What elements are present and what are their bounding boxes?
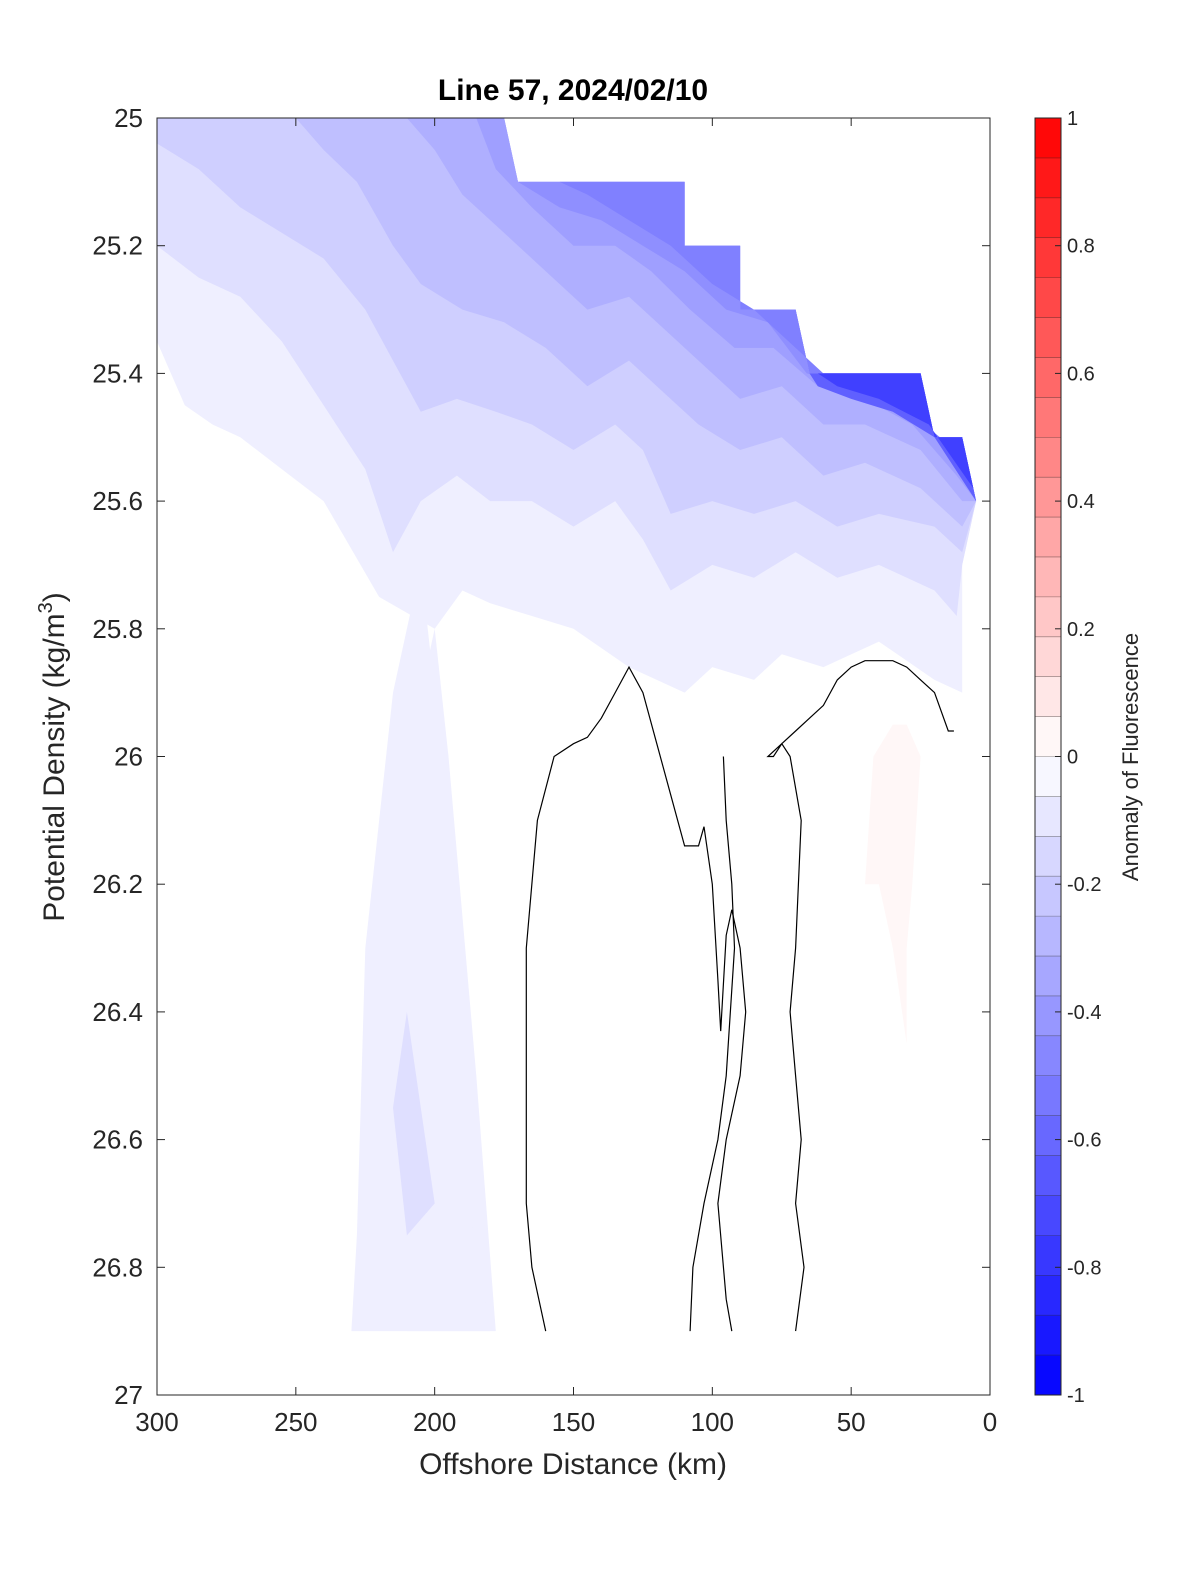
contour-region xyxy=(865,724,921,1044)
colorbar-tick-label: 0.6 xyxy=(1067,363,1095,385)
zero-contour-line xyxy=(689,756,736,1332)
colorbar-band xyxy=(1035,1355,1061,1396)
x-tick-label: 0 xyxy=(983,1407,997,1437)
colorbar-tick-label: -0.8 xyxy=(1067,1257,1101,1279)
colorbar-band xyxy=(1035,1315,1061,1356)
colorbar-tick-label: 0.4 xyxy=(1067,491,1095,513)
colorbar-band xyxy=(1035,1115,1061,1156)
x-axis: 300 250 200 150 100 50 0 xyxy=(135,118,997,1437)
colorbar-tick-label: -1 xyxy=(1067,1385,1085,1407)
plot-area xyxy=(156,117,991,1396)
colorbar-tick-label: -0.2 xyxy=(1067,874,1101,896)
colorbar-band xyxy=(1035,1235,1061,1276)
colorbar-tick-label: 0 xyxy=(1067,747,1078,769)
colorbar-band xyxy=(1035,716,1061,757)
colorbar-band xyxy=(1035,317,1061,358)
x-tick-label: 150 xyxy=(552,1407,595,1437)
y-axis: 25 25.2 25.4 25.6 25.8 26 26.2 26.4 26.6 26.8 27 xyxy=(92,103,990,1410)
y-tick-label: 25.8 xyxy=(92,614,143,644)
y-tick-label: 26.8 xyxy=(92,1252,143,1282)
colorbar-band xyxy=(1035,357,1061,398)
colorbar-band xyxy=(1035,1195,1061,1236)
colorbar-band xyxy=(1035,596,1061,638)
x-tick-label: 50 xyxy=(837,1407,866,1437)
colorbar-band xyxy=(1035,836,1061,877)
x-tick-label: 200 xyxy=(413,1407,456,1437)
colorbar-band xyxy=(1035,796,1061,837)
colorbar-band xyxy=(1035,517,1061,558)
colorbar-band xyxy=(1035,956,1061,997)
y-tick-label: 26.2 xyxy=(92,869,143,899)
colorbar-band xyxy=(1035,237,1061,279)
colorbar-band xyxy=(1035,397,1061,438)
x-tick-label: 300 xyxy=(135,1407,178,1437)
y-tick-label: 25.2 xyxy=(92,231,143,261)
y-tick-label: 25.4 xyxy=(92,358,143,388)
colorbar-band xyxy=(1035,995,1061,1037)
colorbar-band xyxy=(1035,1035,1061,1077)
y-axis-label-superscript: 3 xyxy=(35,602,57,613)
colorbar-band xyxy=(1035,197,1061,239)
colorbar-band xyxy=(1035,157,1061,199)
y-tick-label: 27 xyxy=(114,1380,143,1410)
colorbar: 1 0.8 0.6 0.4 0.2 0 -0.2 -0.4 -0.6 -0.8 -1 xyxy=(1034,108,1101,1407)
colorbar-band xyxy=(1035,437,1061,478)
colorbar-band xyxy=(1035,1155,1061,1196)
colorbar-ticks: 1 0.8 0.6 0.4 0.2 0 -0.2 -0.4 -0.6 -0.8 -1 xyxy=(1055,108,1101,1407)
zero-contour-line xyxy=(525,665,747,1332)
colorbar-band xyxy=(1035,916,1061,957)
colorbar-band xyxy=(1035,1075,1061,1117)
y-axis-label-main: Potential Density (kg/m xyxy=(38,613,71,921)
y-tick-label: 26 xyxy=(114,742,143,772)
y-tick-label: 26.6 xyxy=(92,1125,143,1155)
zero-contour-line xyxy=(766,660,954,1332)
colorbar-band xyxy=(1035,118,1061,159)
colorbar-band xyxy=(1035,876,1061,917)
contour-region xyxy=(295,118,977,527)
chart-title: Line 57, 2024/02/10 xyxy=(438,74,708,107)
colorbar-tick-label: -0.4 xyxy=(1067,1002,1101,1024)
y-tick-label: 25 xyxy=(114,103,143,133)
y-axis-label: Potential Density (kg/m3) xyxy=(35,592,71,922)
y-axis-label-end: ) xyxy=(38,592,71,602)
colorbar-band xyxy=(1035,676,1061,717)
colorbar-tick-label: 0.8 xyxy=(1067,236,1095,258)
colorbar-label: Anomaly of Fluorescence xyxy=(1118,633,1143,881)
contour-region xyxy=(351,564,491,1332)
colorbar-band xyxy=(1035,277,1061,318)
x-tick-label: 100 xyxy=(691,1407,734,1437)
filled-contours xyxy=(157,118,977,1332)
contour-region xyxy=(817,373,974,489)
colorbar-band xyxy=(1035,636,1061,678)
y-tick-label: 26.4 xyxy=(92,997,143,1027)
zero-contour-lines xyxy=(525,660,954,1332)
colorbar-band xyxy=(1035,1275,1061,1316)
y-tick-label: 25.6 xyxy=(92,486,143,516)
colorbar-tick-label: 1 xyxy=(1067,108,1078,130)
colorbar-band xyxy=(1035,756,1061,797)
colorbar-bands xyxy=(1035,118,1061,1396)
contour-region xyxy=(393,1011,435,1236)
colorbar-band xyxy=(1035,556,1061,598)
colorbar-tick-label: 0.2 xyxy=(1067,619,1095,641)
colorbar-band xyxy=(1035,477,1061,518)
colorbar-tick-label: -0.6 xyxy=(1067,1130,1101,1152)
x-tick-label: 250 xyxy=(274,1407,317,1437)
x-axis-label: Offshore Distance (km) xyxy=(419,1448,727,1481)
